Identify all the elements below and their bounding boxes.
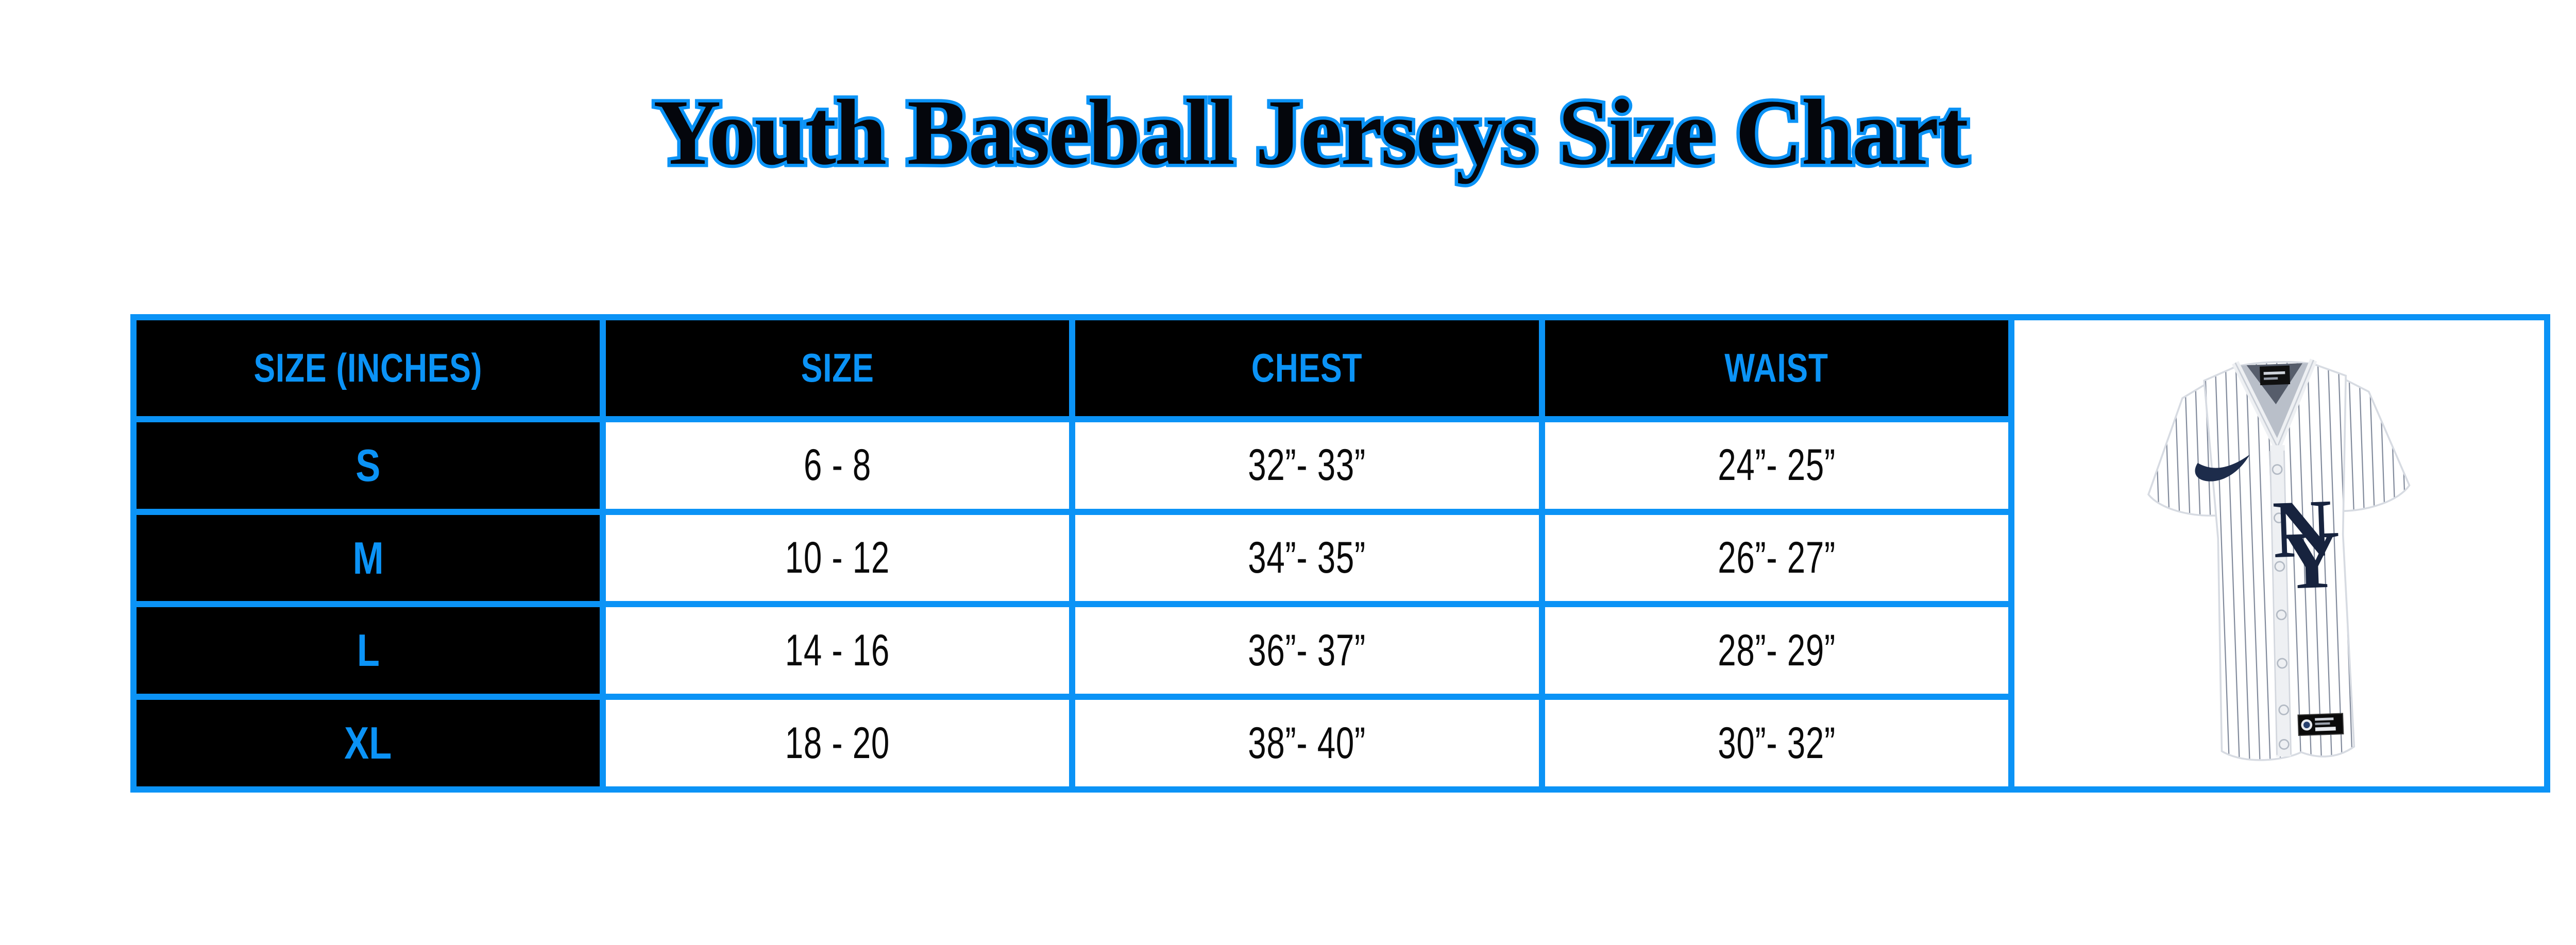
chest-value: 32”- 33”	[1248, 440, 1366, 490]
size-range: 14 - 16	[785, 625, 890, 675]
waist-cell: 28”- 29”	[1538, 601, 2014, 700]
col-header-size: SIZE	[600, 314, 1076, 422]
waist-value: 28”- 29”	[1717, 625, 1836, 675]
waist-value: 24”- 25”	[1717, 440, 1836, 490]
size-label: L	[357, 625, 380, 676]
jersey-collar-opening	[2237, 363, 2312, 443]
waist-cell: 24”- 25”	[1538, 416, 2014, 515]
chest-value: 38”- 40”	[1248, 718, 1366, 768]
size-label-cell: XL	[130, 694, 606, 793]
placket-left-seam	[2269, 451, 2278, 755]
size-range-cell: 18 - 20	[600, 694, 1076, 793]
col-header-waist: WAIST	[1538, 314, 2014, 422]
size-range-cell: 10 - 12	[600, 508, 1076, 608]
placket-right-seam	[2283, 450, 2292, 754]
size-label-cell: S	[130, 416, 606, 515]
col-header-chest-label: CHEST	[1251, 345, 1363, 391]
col-header-size-inches-label: SIZE (INCHES)	[253, 345, 483, 391]
chest-cell: 34”- 35”	[1069, 508, 1545, 608]
chest-cell: 32”- 33”	[1069, 416, 1545, 515]
header-row: SIZE (INCHES) SIZE CHEST WAIST	[130, 314, 2551, 793]
size-range-cell: 6 - 8	[600, 416, 1076, 515]
size-label: XL	[344, 717, 392, 769]
table-row-m: M 10 - 12 34”- 35” 26”- 27”	[130, 508, 2547, 608]
jersey-buttons	[2272, 464, 2290, 750]
col-header-size-label: SIZE	[801, 345, 874, 391]
jock-tag	[2297, 713, 2344, 736]
chest-value: 36”- 37”	[1248, 625, 1366, 675]
waist-cell: 30”- 32”	[1538, 694, 2014, 793]
size-label-cell: L	[130, 601, 606, 700]
size-range: 6 - 8	[804, 440, 872, 490]
nike-swoosh-icon	[2195, 454, 2250, 482]
chest-cell: 38”- 40”	[1069, 694, 1545, 793]
size-range-cell: 14 - 16	[600, 601, 1076, 700]
size-label: M	[352, 532, 384, 583]
size-label-cell: M	[130, 508, 606, 608]
waist-value: 26”- 27”	[1717, 533, 1836, 583]
jersey-image: N Y	[2014, 320, 2544, 786]
neck-tag	[2259, 365, 2291, 385]
ny-logo: N Y	[2271, 483, 2342, 607]
chest-value: 34”- 35”	[1248, 533, 1366, 583]
size-label: S	[355, 439, 381, 491]
col-header-chest: CHEST	[1069, 314, 1545, 422]
button-placket	[2269, 445, 2291, 757]
size-range: 18 - 20	[785, 718, 890, 768]
size-chart-table: SIZE (INCHES) SIZE CHEST WAIST	[130, 314, 2551, 793]
jersey-illustration: N Y	[2147, 358, 2411, 761]
size-range: 10 - 12	[785, 533, 890, 583]
page-title-text: Youth Baseball Jerseys Size Chart	[653, 81, 1969, 184]
ny-logo-n: N	[2271, 483, 2333, 575]
chest-cell: 36”- 37”	[1069, 601, 1545, 700]
page-title: Youth Baseball Jerseys Size Chart Youth …	[0, 72, 2576, 194]
col-header-waist-label: WAIST	[1724, 345, 1829, 391]
col-header-size-inches: SIZE (INCHES)	[130, 314, 606, 422]
waist-cell: 26”- 27”	[1538, 508, 2014, 608]
page-title-wrap: Youth Baseball Jerseys Size Chart Youth …	[650, 72, 1972, 194]
page-title-outline: Youth Baseball Jerseys Size Chart	[650, 78, 1972, 188]
ny-logo-y: Y	[2280, 514, 2342, 607]
jersey-photo-cell: N Y	[2008, 314, 2551, 793]
table-row-l: L 14 - 16 36”- 37” 28”- 29”	[130, 601, 2547, 700]
waist-value: 30”- 32”	[1717, 718, 1836, 768]
table-row-xl: XL 18 - 20 38”- 40” 30”- 32”	[130, 694, 2547, 793]
table-row-s: S 6 - 8 32”- 33” 24”- 25”	[130, 416, 2547, 515]
